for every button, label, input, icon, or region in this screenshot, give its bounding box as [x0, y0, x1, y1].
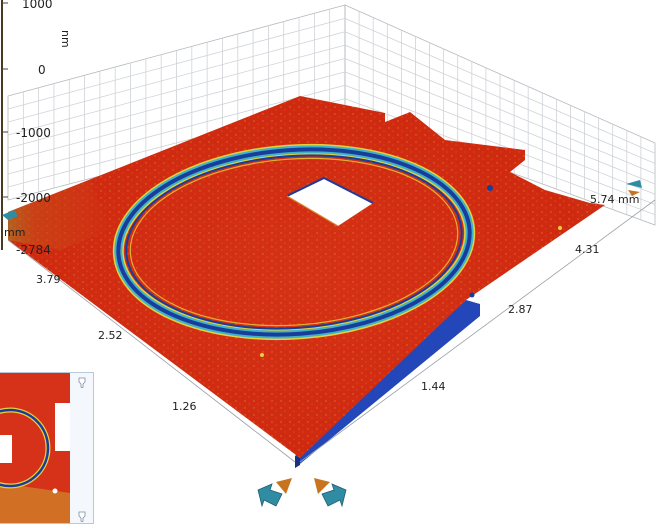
grid-line	[7, 71, 346, 162]
rotate-right-arrow-icon[interactable]	[321, 483, 347, 508]
pin-icon[interactable]	[78, 377, 86, 388]
y-tick-3: 4.31	[575, 243, 600, 256]
z-min-label: -2784	[16, 243, 51, 257]
y-tick-1: 1.44	[421, 380, 446, 393]
grid-line	[344, 84, 656, 205]
grid-line	[7, 84, 346, 175]
x-tick-3: 3.79	[36, 273, 61, 286]
z-tick-minus-2000: -2000	[16, 191, 51, 205]
grid-line	[344, 71, 656, 195]
grid-line	[7, 58, 346, 149]
x-tick-1: 1.26	[172, 400, 197, 413]
x-tick-2: 2.52	[98, 329, 123, 342]
pin-icon[interactable]	[78, 511, 86, 522]
edge-handle-left-icon[interactable]	[2, 210, 18, 220]
grid-line	[344, 18, 656, 154]
y-axis: 1.44 2.87 4.31 5.74 mm	[299, 193, 656, 463]
x-axis: 1.26 2.52 3.79 mm	[4, 226, 296, 463]
edge-handle-right-icon[interactable]	[626, 180, 642, 196]
y-axis-unit: 5.74 mm	[590, 193, 639, 206]
grid-line	[7, 17, 346, 110]
grid-box	[7, 4, 656, 226]
y-tick-2: 2.87	[508, 303, 533, 316]
z-axis: 1000 0 -1000 -2000 -2784 nm	[1, 0, 72, 257]
z-axis-unit: nm	[59, 30, 72, 48]
z-tick-minus-1000: -1000	[16, 126, 51, 140]
grid-line	[7, 31, 346, 123]
rotate-left-arrow-icon[interactable]	[257, 483, 283, 508]
z-tick-0: 0	[38, 63, 46, 77]
thumbnail-preview[interactable]	[0, 372, 94, 524]
grid-line	[344, 31, 656, 164]
z-tick-1000: 1000	[22, 0, 53, 11]
sample-surface	[8, 96, 605, 468]
grid-line	[7, 44, 346, 136]
x-axis-unit: mm	[4, 226, 25, 239]
tilt-arrow-icon[interactable]	[276, 478, 330, 494]
grid-line	[344, 58, 656, 185]
grid-line	[344, 44, 656, 175]
